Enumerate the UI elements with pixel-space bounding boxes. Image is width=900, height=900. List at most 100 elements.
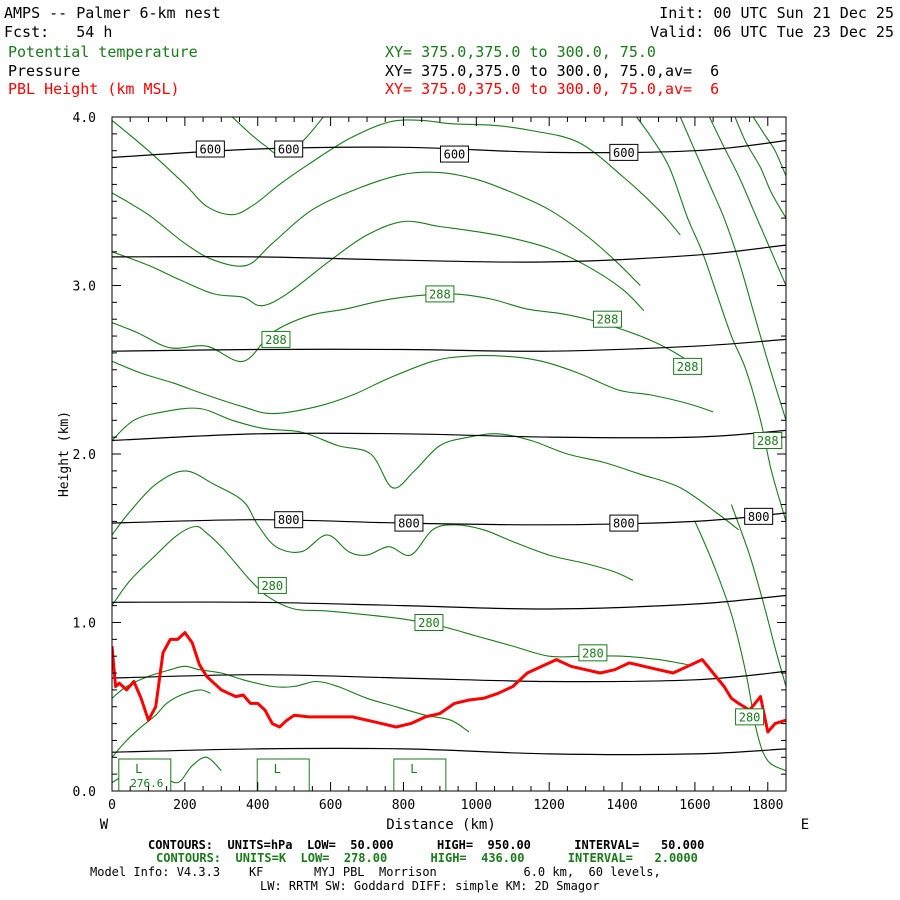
theta-contour-7 [112, 470, 634, 581]
low-marker-2: L [410, 762, 417, 776]
x-tick-label-5: 1000 [461, 798, 492, 813]
pressure-label-1: 600 [278, 143, 300, 157]
pressure-contour-6 [112, 670, 786, 683]
layer-xy-pressure: XY= 375.0,375.0 to 300.0, 75.0,av= 6 [385, 62, 720, 80]
x-tick-label-1: 200 [173, 798, 196, 813]
x-tick-label-2: 400 [246, 798, 269, 813]
chart-title: AMPS -- Palmer 6-km nest [4, 4, 221, 22]
theta-label-box-8 [735, 708, 765, 726]
pressure-label-box-1 [274, 140, 304, 158]
theta-label-1: 288 [597, 313, 619, 327]
theta-label-box-4 [753, 432, 783, 450]
low-box-1 [256, 758, 310, 792]
y-axis-label: Height (km) [57, 411, 72, 497]
contour-labels: 600 600 600 600 800 800 800 800 288 288 288 288 288 2… [195, 140, 783, 726]
east-label: E [801, 817, 809, 833]
theta-contour-15 [734, 117, 786, 219]
theta-label-7: 280 [582, 646, 604, 660]
pressure-label-box-3 [609, 143, 639, 161]
theta-contour-6 [112, 407, 739, 531]
y-tick-label-1: 1.0 [73, 617, 96, 632]
pbl-series [112, 631, 786, 734]
theta-contour-16 [752, 117, 786, 177]
theta-label-box-7 [578, 644, 608, 662]
theta-label-8: 280 [739, 710, 761, 724]
pressure-contour-4 [112, 512, 786, 526]
pressure-label-box-2 [439, 145, 469, 163]
pressure-label-box-4 [274, 511, 304, 529]
x-tick-label-7: 1400 [606, 798, 637, 813]
low-marker-0: L [135, 762, 142, 776]
pressure-label-box-7 [744, 507, 774, 525]
footer-theta-contours: CONTOURS: UNITS=K LOW= 278.00 HIGH= 436.… [156, 851, 698, 865]
pressure-contour-3 [112, 429, 786, 442]
pressure-label-box-0 [195, 140, 225, 158]
pressure-label-7: 800 [748, 510, 770, 524]
layer-name-pbl: PBL Height (km MSL) [8, 80, 180, 98]
x-tick-label-8: 1600 [679, 798, 710, 813]
pressure-contour-1 [112, 244, 786, 263]
theta-label-box-2 [261, 330, 291, 348]
theta-contour-13 [679, 117, 786, 421]
west-label: W [100, 817, 109, 833]
theta-label-6: 280 [418, 616, 440, 630]
theta-contour-5 [112, 355, 714, 415]
x-axis-label: Distance (km) [386, 817, 496, 833]
theta-contour-10 [112, 689, 211, 758]
theta-label-2: 288 [265, 333, 287, 347]
theta-contour-8 [112, 525, 688, 666]
y-tick-label-0: 0.0 [73, 785, 96, 800]
theta-label-box-0 [425, 285, 455, 303]
theta-contour-18 [730, 504, 786, 687]
pressure-label-6: 800 [613, 517, 635, 531]
layer-xy-pbl: XY= 375.0,375.0 to 300.0, 75.0,av= 6 [385, 80, 720, 98]
theta-label-box-6 [414, 614, 444, 631]
theta-label-3: 288 [677, 360, 699, 374]
layer-name-theta: Potential temperature [8, 43, 198, 61]
footer-physics-info: LW: RRTM SW: Goddard DIFF: simple KM: 2D… [260, 879, 600, 893]
low-box-2 [393, 758, 447, 792]
pressure-contour-7 [112, 747, 786, 756]
init-time: Init: 00 UTC Sun 21 Dec 25 [659, 4, 894, 22]
theta-contour-0 [231, 117, 324, 155]
forecast-hour: Fcst: 54 h [4, 23, 113, 41]
y-tick-label-2: 2.0 [73, 448, 96, 463]
pbl-height-line [112, 631, 786, 734]
plot-frame [111, 116, 787, 792]
valid-time: Valid: 06 UTC Tue 23 Dec 25 [650, 23, 894, 41]
theta-contour-1 [112, 119, 681, 236]
pressure-label-box-5 [394, 514, 424, 532]
x-tick-label-3: 600 [319, 798, 342, 813]
theta-label-4: 288 [757, 434, 779, 448]
theta-label-box-5 [257, 576, 287, 594]
pressure-label-3: 600 [613, 146, 635, 160]
x-tick-label-0: 0 [108, 798, 116, 813]
theta-contour-17 [694, 521, 786, 772]
theta-contour-4 [112, 293, 703, 371]
pressure-contours [112, 140, 786, 756]
pressure-label-4: 800 [278, 513, 300, 527]
low-box-0 [118, 758, 172, 792]
y-tick-label-4: 4.0 [73, 111, 96, 126]
layer-xy-theta: XY= 375.0,375.0 to 300.0, 75.0 [385, 43, 656, 61]
pressure-label-box-6 [609, 514, 639, 532]
theta-label-box-3 [673, 357, 703, 375]
x-tick-label-9: 1800 [752, 798, 783, 813]
theta-contour-3 [112, 220, 645, 312]
footer-model-info: Model Info: V4.3.3 KF MYJ PBL Morrison 6… [90, 865, 661, 879]
theta-label-box-1 [592, 310, 622, 328]
pressure-label-2: 600 [444, 148, 466, 162]
theta-contour-9 [112, 665, 470, 733]
x-tick-label-6: 1200 [534, 798, 565, 813]
pressure-label-0: 600 [200, 143, 222, 157]
theta-label-5: 280 [261, 579, 283, 593]
y-tick-label-3: 3.0 [73, 280, 96, 295]
low-marker-1: L [274, 762, 281, 776]
theta-contour-2 [112, 171, 641, 286]
theta-label-0: 288 [429, 287, 451, 301]
pressure-contour-5 [112, 594, 786, 610]
x-tick-label-4: 800 [392, 798, 415, 813]
low-value-0: 276.6 [130, 777, 163, 790]
layer-name-pressure: Pressure [8, 62, 81, 80]
